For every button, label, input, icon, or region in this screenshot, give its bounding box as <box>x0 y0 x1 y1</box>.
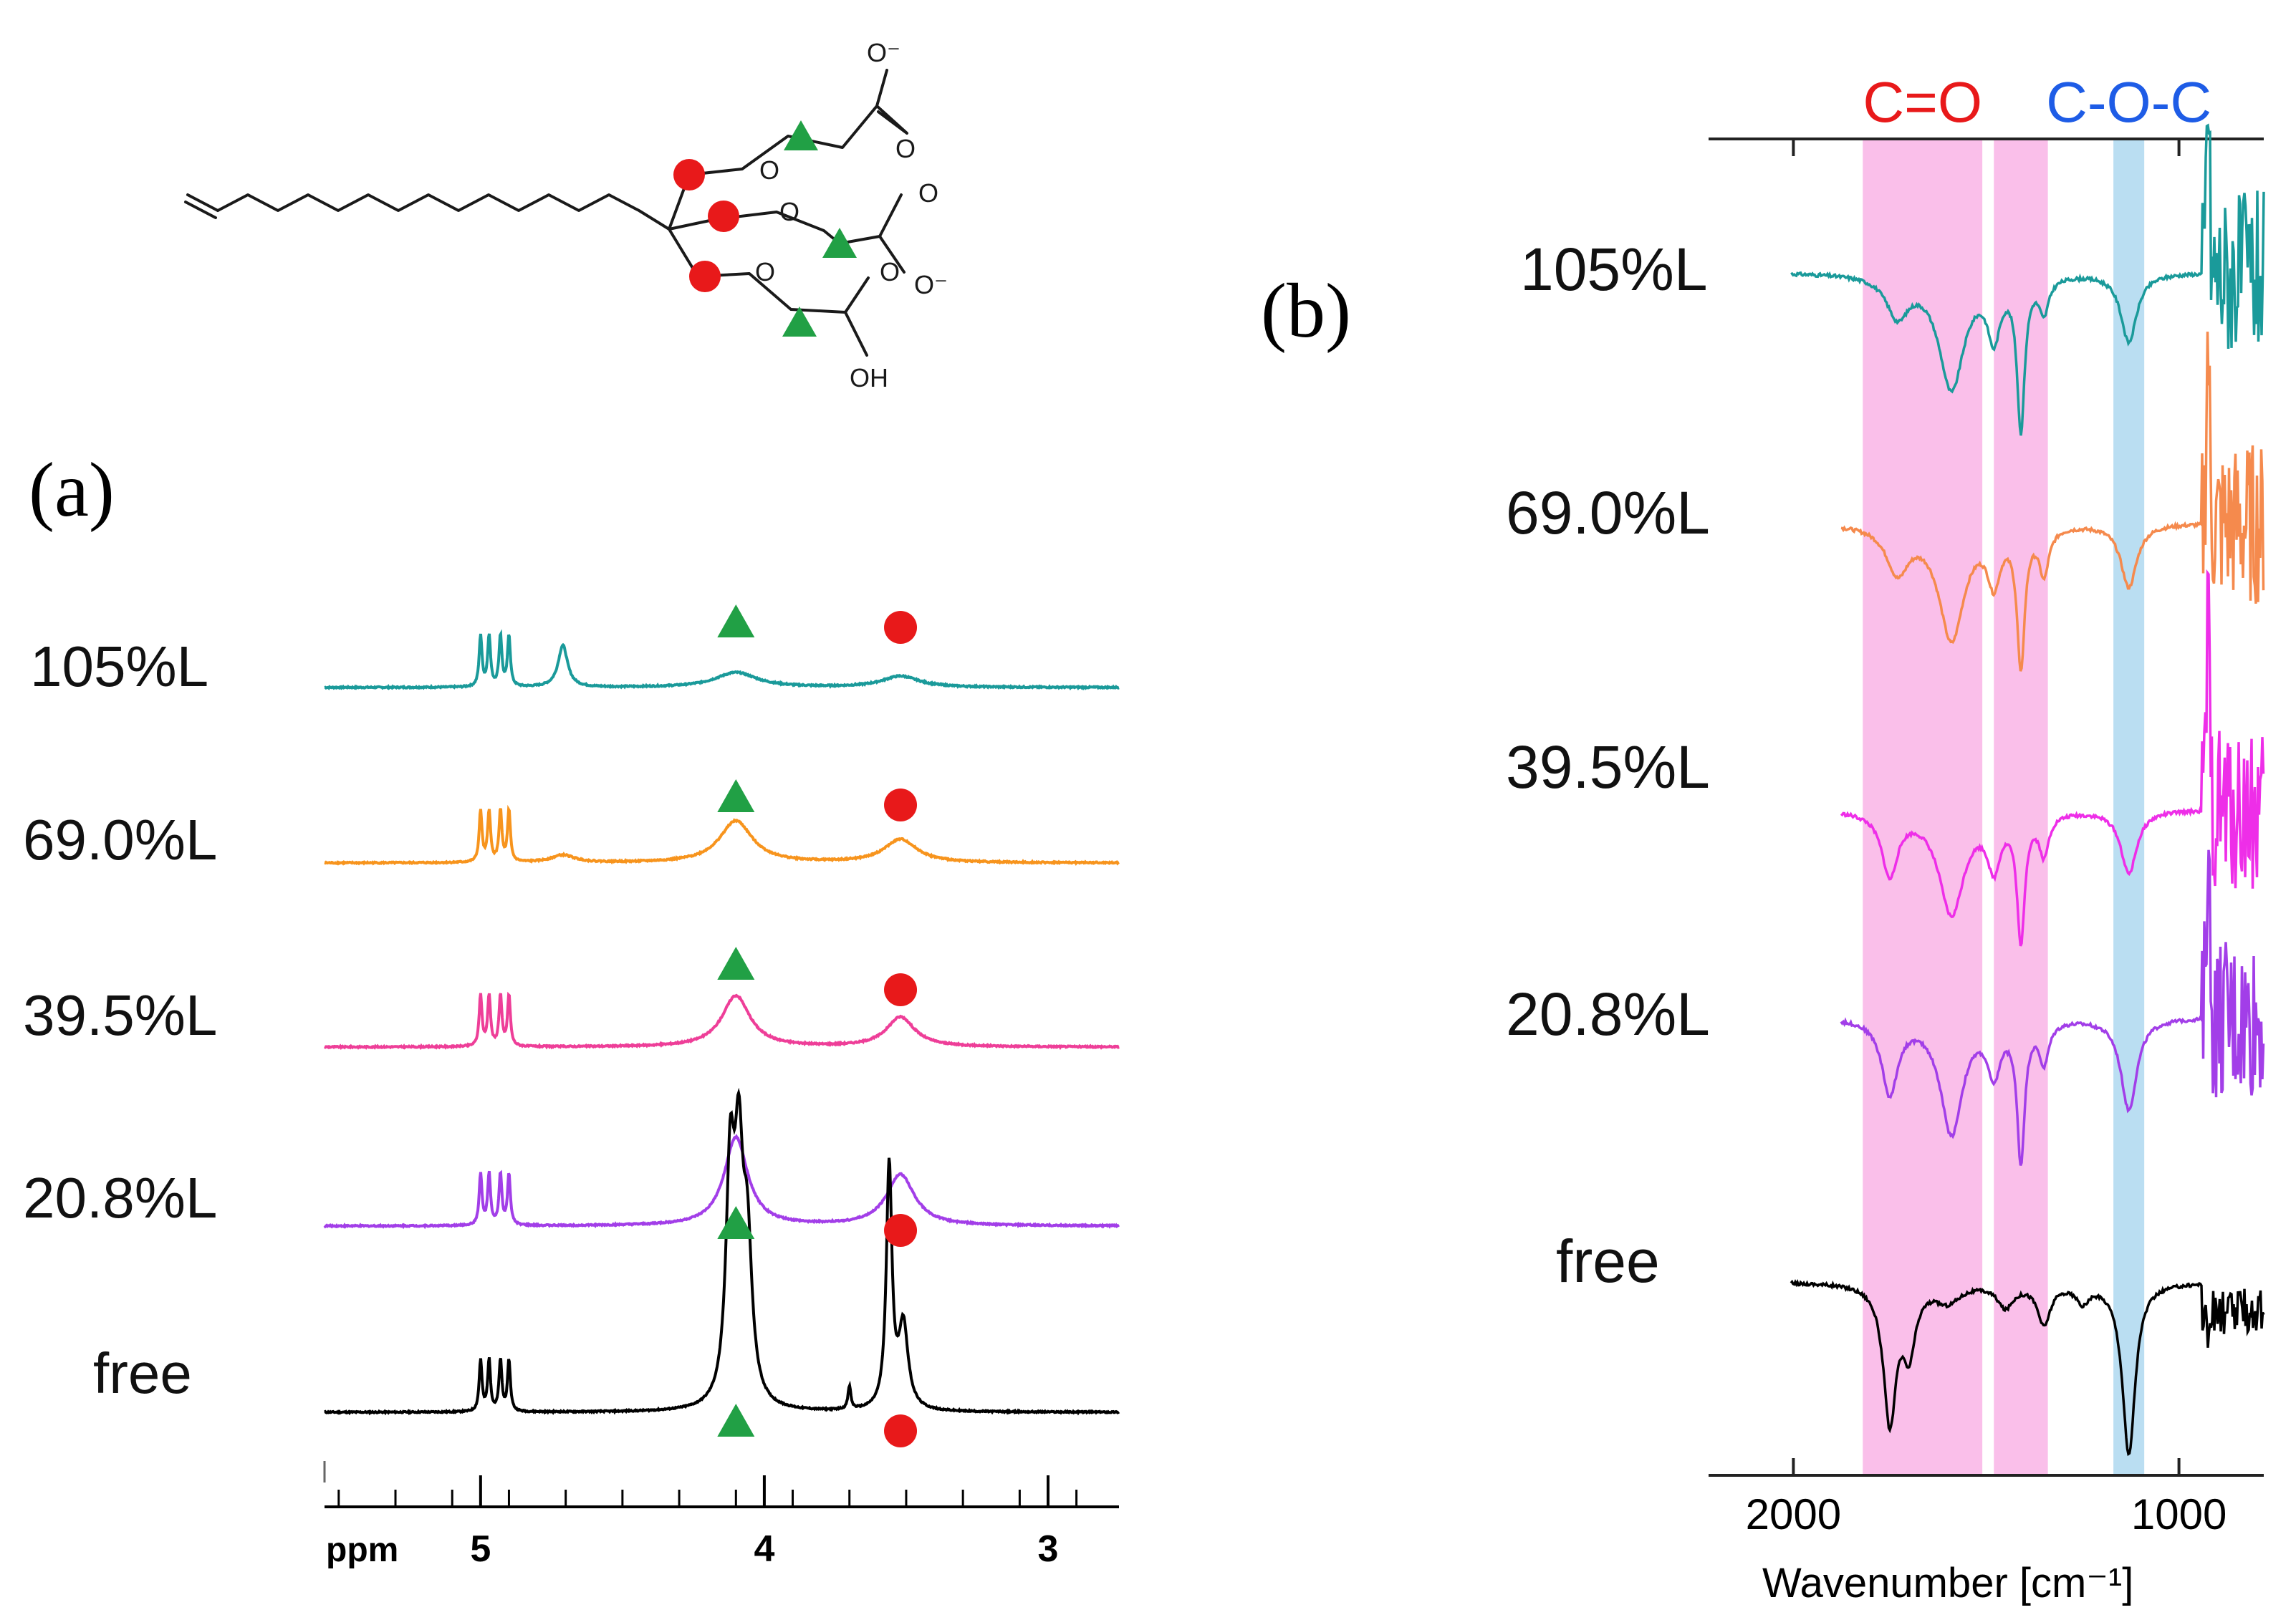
ir-region-c-o <box>1863 139 1983 1475</box>
molecule-structure <box>184 69 908 357</box>
ir-trace-105-l <box>1790 123 2265 436</box>
ir-trace-free <box>1790 1278 2265 1457</box>
circle-marker-mol-2 <box>708 201 739 232</box>
ir-trace-69-0-l <box>1840 332 2265 672</box>
panel-a-label: (a) <box>29 448 115 533</box>
ir-region-c-o-c <box>2113 139 2145 1475</box>
ether-o-2: O <box>779 197 799 226</box>
nmr-tick-label-5: 5 <box>470 1528 491 1570</box>
ir-trace-39-5-l <box>1840 569 2265 947</box>
arm-2 <box>715 193 906 274</box>
nmr-triangle-marker-2 <box>717 779 755 812</box>
ir-region-c-o-secondary <box>1994 139 2048 1475</box>
ir-label-free: free <box>1556 1228 1660 1295</box>
ir-region-labels: C=O C-O-C <box>1863 70 2211 134</box>
nmr-traces <box>323 629 1120 1416</box>
ir-label-105-l: 105%L <box>1520 236 1708 303</box>
ir-trace-20-8-l <box>1840 849 2265 1166</box>
ir-x-axis-title: Wavenumber [cm⁻¹] <box>1762 1560 2133 1606</box>
circle-marker-mol-3 <box>689 261 721 292</box>
nmr-series-labels: 105%L 69.0%L 39.5%L 20.8%L free <box>23 635 217 1405</box>
panel-b-label: (b) <box>1261 269 1351 354</box>
vinyl-double-bond <box>184 193 219 219</box>
nmr-trace-105-l <box>324 629 1120 691</box>
nmr-tick-label-3: 3 <box>1038 1528 1059 1570</box>
nmr-triangle-marker-4 <box>717 1206 755 1239</box>
carboxylate-2: O⁻ <box>914 270 948 299</box>
nmr-tick-label-4: 4 <box>754 1528 774 1570</box>
nmr-trace-69-0-l <box>324 804 1120 867</box>
nmr-triangle-marker-3 <box>717 947 755 980</box>
ir-tick-label-2000: 2000 <box>1746 1490 1841 1538</box>
ir-shaded-regions <box>1863 139 2145 1475</box>
ether-o-3: O <box>755 257 775 286</box>
triangle-marker-mol-1 <box>784 120 818 150</box>
ir-label-69-0-l: 69.0%L <box>1506 479 1710 546</box>
nmr-label-20-8-l: 20.8%L <box>23 1166 217 1230</box>
nmr-trace-free <box>324 1087 1120 1416</box>
ir-series-labels: 105%L 69.0%L 39.5%L 20.8%L free <box>1506 236 1710 1295</box>
ir-tick-label-1000: 1000 <box>2131 1490 2227 1538</box>
alkyl-chain <box>216 193 671 231</box>
ir-region-label-c-o-c: C-O-C <box>2046 70 2211 134</box>
nmr-x-axis: 5 4 3 <box>323 1461 1119 1570</box>
nmr-label-69-0-l: 69.0%L <box>23 808 217 872</box>
carbonyl-o-3: O <box>880 257 900 286</box>
carboxylate-1: O⁻ <box>867 38 900 67</box>
carbonyl-o-1: O <box>895 134 916 163</box>
nmr-ppm-label: ppm <box>326 1531 398 1569</box>
arm-1 <box>688 69 908 176</box>
nmr-label-39-5-l: 39.5%L <box>23 983 217 1047</box>
nmr-triangle-marker-1 <box>717 604 755 637</box>
nmr-trace-39-5-l <box>323 991 1120 1051</box>
hydroxyl: OH <box>850 363 888 392</box>
triangle-marker-mol-3 <box>782 307 817 337</box>
ir-region-label-c-o: C=O <box>1863 70 1982 134</box>
triangle-marker-mol-2 <box>822 228 857 258</box>
ir-ticks: 2000 1000 <box>1746 139 2227 1538</box>
nmr-trace-20-8-l <box>323 1134 1120 1230</box>
ir-label-39-5-l: 39.5%L <box>1506 733 1710 801</box>
circle-marker-mol-1 <box>673 159 705 191</box>
ether-o-1: O <box>759 155 779 185</box>
nmr-chart: 105%L 69.0%L 39.5%L 20.8%L free 5 4 3 ppm <box>23 604 1120 1570</box>
nmr-label-free: free <box>93 1341 192 1405</box>
nmr-circle-marker-2 <box>884 789 918 821</box>
nmr-circle-marker-5 <box>884 1414 918 1447</box>
nmr-triangle-marker-5 <box>717 1404 755 1437</box>
nmr-circle-marker-1 <box>884 611 918 644</box>
nmr-peak-markers <box>717 604 918 1447</box>
carbonyl-o-2: O <box>918 178 938 208</box>
ir-chart: C=O C-O-C 2000 1000 105%L 69.0%L 39.5%L 20.8%… <box>1506 70 2265 1606</box>
arm-3 <box>696 272 870 357</box>
ir-traces <box>1790 123 2265 1457</box>
nmr-circle-marker-4 <box>884 1214 918 1247</box>
molecule-labels: O O O O⁻ O O O⁻ O OH <box>755 38 948 392</box>
ir-label-20-8-l: 20.8%L <box>1506 980 1710 1048</box>
nmr-circle-marker-3 <box>884 973 918 1006</box>
nmr-label-105-l: 105%L <box>30 635 208 698</box>
